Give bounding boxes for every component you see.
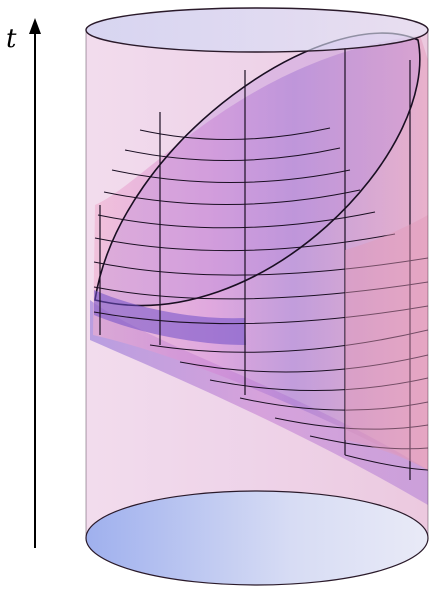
- up-arrow-icon: [29, 18, 41, 34]
- middle-violet-band: [94, 290, 246, 345]
- bottom-cap: [85, 490, 429, 586]
- grid-arcs: [93, 127, 428, 471]
- time-axis-label: t: [6, 24, 17, 54]
- grid-verticals: [99, 48, 411, 480]
- top-cap: [85, 7, 429, 53]
- helical-sheet-surface: [93, 35, 428, 470]
- tilted-ellipse-section: [94, 32, 421, 307]
- right-sheet-surface: [345, 215, 428, 470]
